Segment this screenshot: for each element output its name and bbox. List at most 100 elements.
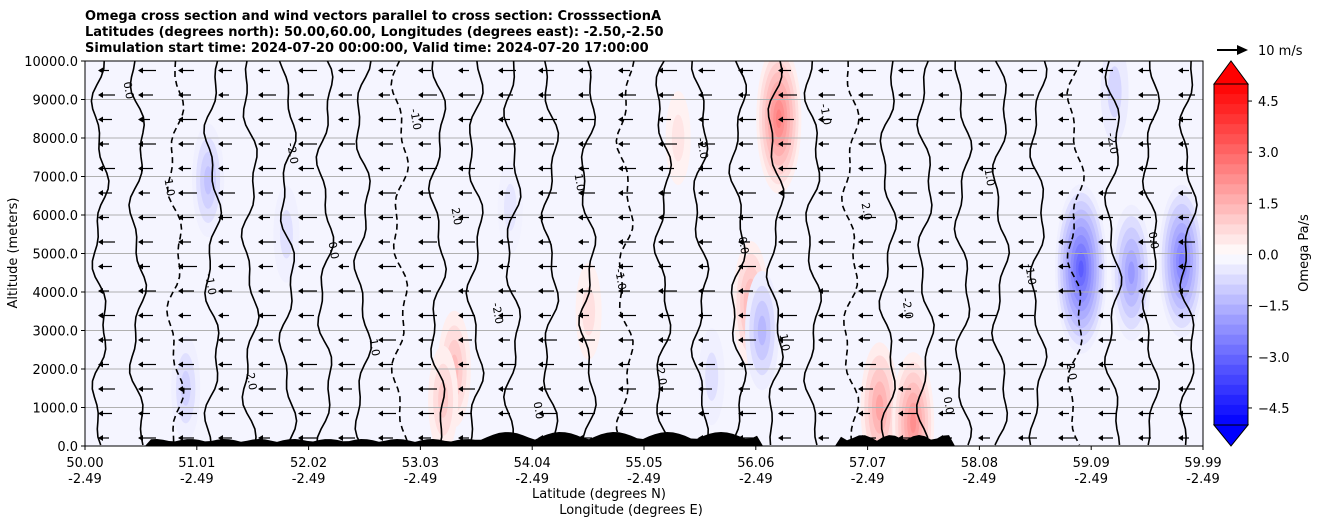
contour-label: -1.0 (407, 108, 424, 131)
wind-vector-head (298, 67, 303, 74)
x-tick-label-lat: 55.05 (625, 456, 662, 471)
wind-vector-head (858, 165, 863, 172)
wind-vector-head (1098, 337, 1103, 343)
wind-vector-head (338, 288, 343, 294)
wind-vector-head (1138, 288, 1143, 294)
wind-vector-head (778, 435, 783, 441)
wind-vector-head (258, 67, 263, 74)
wind-vector-head (178, 312, 183, 319)
wind-vector-head (458, 337, 463, 343)
wind-vector-head (898, 386, 903, 392)
wind-vector-head (378, 214, 383, 221)
wind-vector-head (498, 337, 503, 343)
title-line-3: Simulation start time: 2024-07-20 00:00:… (85, 41, 649, 56)
wind-vector-head (298, 435, 303, 441)
wind-vector-head (418, 435, 423, 441)
wind-vector-head (258, 337, 263, 343)
wind-vector-head (178, 263, 183, 270)
wind-vector-head (138, 312, 143, 319)
wind-vector-head (1018, 386, 1023, 392)
colorbar-segment (1214, 204, 1248, 215)
wind-vector-head (978, 410, 983, 417)
wind-vector-head (818, 165, 823, 172)
wind-vector-head (1178, 190, 1183, 196)
wind-vector-head (338, 165, 343, 172)
wind-vector-head (458, 263, 463, 270)
wind-vector-head (1138, 361, 1143, 368)
wind-vector-head (218, 116, 223, 123)
wind-vector-head (698, 410, 703, 417)
wind-vector-head (378, 386, 383, 392)
quiver-key-label: 10 m/s (1258, 44, 1303, 59)
wind-vector-head (258, 92, 263, 98)
wind-vector-head (178, 386, 183, 392)
wind-vector-head (1178, 337, 1183, 343)
wind-vector-head (98, 337, 103, 343)
x-tick-label-lat: 50.00 (66, 456, 103, 471)
wind-vector-head (1098, 116, 1103, 123)
wind-vector-head (818, 312, 823, 319)
wind-vector-head (978, 361, 983, 368)
wind-vector-head (338, 67, 343, 74)
wind-vector-head (98, 116, 103, 123)
wind-vector-head (618, 263, 623, 270)
wind-vector-head (458, 141, 463, 147)
wind-vector-head (498, 288, 503, 294)
contour-label: 0.0 (736, 236, 752, 255)
wind-vector-head (898, 92, 903, 98)
contour-label: 0.0 (1146, 231, 1162, 250)
wind-vector-head (978, 190, 983, 196)
wind-vector-head (978, 67, 983, 74)
contour-line (240, 61, 260, 446)
wind-vector-head (778, 312, 783, 319)
wind-vector-head (778, 141, 783, 147)
wind-vector-head (138, 214, 143, 221)
wind-vector-head (298, 361, 303, 368)
wind-vector-head (98, 141, 103, 147)
wind-vector-head (538, 312, 543, 319)
wind-vector-head (1018, 239, 1023, 245)
wind-vector-head (258, 263, 263, 270)
x-tick-label-lat: 53.03 (402, 456, 439, 471)
wind-vector-head (698, 190, 703, 196)
wind-vector-head (698, 92, 703, 98)
wind-vector-head (258, 386, 263, 392)
wind-vector-head (698, 337, 703, 343)
wind-vector-head (378, 410, 383, 417)
colorbar-segment (1214, 84, 1248, 95)
wind-vector-head (418, 386, 423, 392)
wind-vector-head (338, 386, 343, 392)
x-tick-label-lat: 54.04 (514, 456, 551, 471)
colorbar-segment (1214, 104, 1248, 115)
wind-vector-head (338, 361, 343, 368)
wind-vector-head (1058, 361, 1063, 368)
contour-label: 1.0 (162, 178, 178, 197)
contour-line (203, 61, 223, 446)
wind-vector-head (898, 141, 903, 147)
wind-vector-head (418, 165, 423, 172)
wind-vector-head (298, 410, 303, 417)
terrain (85, 432, 1203, 446)
wind-vector-head (1178, 386, 1183, 392)
wind-vector-head (138, 288, 143, 294)
wind-vector-head (458, 116, 463, 123)
wind-vector-head (898, 239, 903, 245)
contour-label: -1.0 (1022, 263, 1039, 286)
wind-vector-head (978, 116, 983, 123)
wind-vector-head (858, 386, 863, 392)
wind-vector-head (178, 141, 183, 147)
wind-vector-head (578, 288, 583, 294)
wind-vector-head (1098, 435, 1103, 441)
contour-line (502, 61, 522, 446)
contour-line (315, 61, 335, 446)
x-tick-label-lon: -2.49 (739, 472, 773, 487)
colorbar: 4.5 3.0 1.5 0.0 −1.5 −3.0 −4.5 (1212, 60, 1290, 447)
wind-vector-head (618, 141, 623, 147)
y-tick-label: 9000.0 (33, 94, 79, 109)
colorbar-segment (1214, 364, 1248, 376)
y-tick-label: 1000.0 (33, 402, 79, 417)
contour-lines: 0.0 1.0 -1.0 2.0 -2.0 0.0 1.0 -1.0 2.0 -2.0 0.0 1.0… (90, 61, 1198, 446)
wind-vector-head (578, 386, 583, 392)
wind-vector-head (858, 239, 863, 245)
contour-label: -2.0 (489, 302, 506, 325)
